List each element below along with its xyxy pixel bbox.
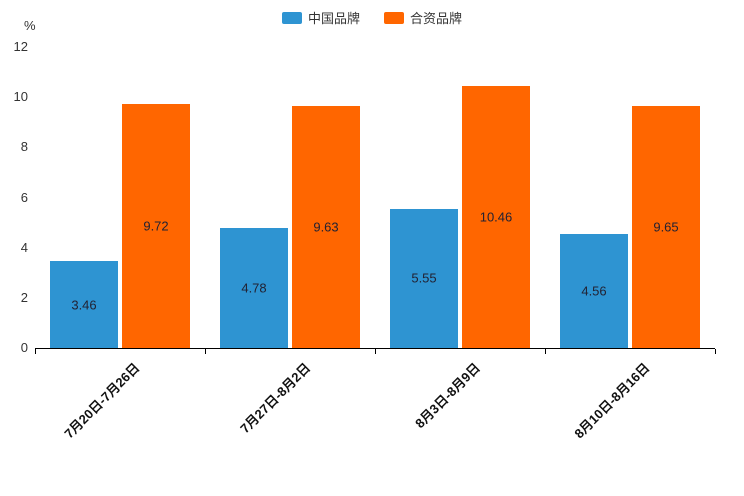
- legend: 中国品牌 合资品牌: [0, 8, 744, 27]
- x-axis-tick: [35, 349, 36, 354]
- legend-marker-icon: [384, 11, 404, 24]
- y-axis-tick-label: 2: [20, 289, 28, 305]
- bar-series-1-group-2: [220, 228, 288, 348]
- bar-series-1-group-3: [390, 208, 458, 348]
- bar-series-1-group-1: [50, 261, 118, 348]
- legend-item-series-2[interactable]: 合资品牌: [384, 8, 462, 27]
- x-axis-tick: [375, 349, 376, 354]
- y-axis-unit-label: %: [24, 18, 36, 33]
- legend-marker-icon: [281, 11, 302, 24]
- bar-value-label: 9.72: [143, 218, 169, 234]
- x-axis-category-label: 7月20日-7月26日: [61, 360, 143, 442]
- bar-value-label: 9.63: [313, 219, 339, 235]
- y-axis-tick-label: 12: [13, 39, 28, 54]
- y-axis-tick-label: 10: [13, 89, 28, 105]
- legend-label: 中国品牌: [307, 11, 360, 26]
- bar-value-label: 9.65: [653, 219, 679, 235]
- x-axis-tick: [205, 349, 206, 354]
- y-axis-tick-label: 8: [20, 139, 28, 155]
- legend-item-series-1[interactable]: 中国品牌: [281, 8, 360, 27]
- y-axis-tick-label: 4: [20, 239, 28, 255]
- bar-series-2-group-1: [122, 104, 190, 348]
- x-axis-category-label: 8月10日-8月16日: [571, 360, 653, 442]
- bar-series-2-group-3: [462, 85, 530, 348]
- bar-series-1-group-4: [560, 233, 628, 348]
- bar-value-label: 4.78: [241, 280, 267, 296]
- x-axis-tick: [545, 349, 546, 354]
- y-axis-tick-label: 0: [20, 340, 28, 355]
- bar-value-label: 3.46: [71, 297, 97, 313]
- x-axis-category-label: 7月27日-8月2日: [236, 360, 313, 437]
- x-axis-category-label: 8月3日-8月9日: [411, 360, 483, 432]
- bar-series-2-group-2: [292, 106, 360, 348]
- bar-value-label: 5.55: [411, 270, 437, 286]
- bar-value-label: 10.46: [479, 209, 513, 225]
- x-axis-line: [35, 348, 715, 349]
- y-axis-tick-label: 6: [20, 189, 28, 205]
- bar-series-2-group-4: [632, 105, 700, 348]
- x-axis-tick: [715, 349, 716, 354]
- bar-value-label: 4.56: [581, 283, 607, 299]
- legend-label: 合资品牌: [410, 11, 463, 26]
